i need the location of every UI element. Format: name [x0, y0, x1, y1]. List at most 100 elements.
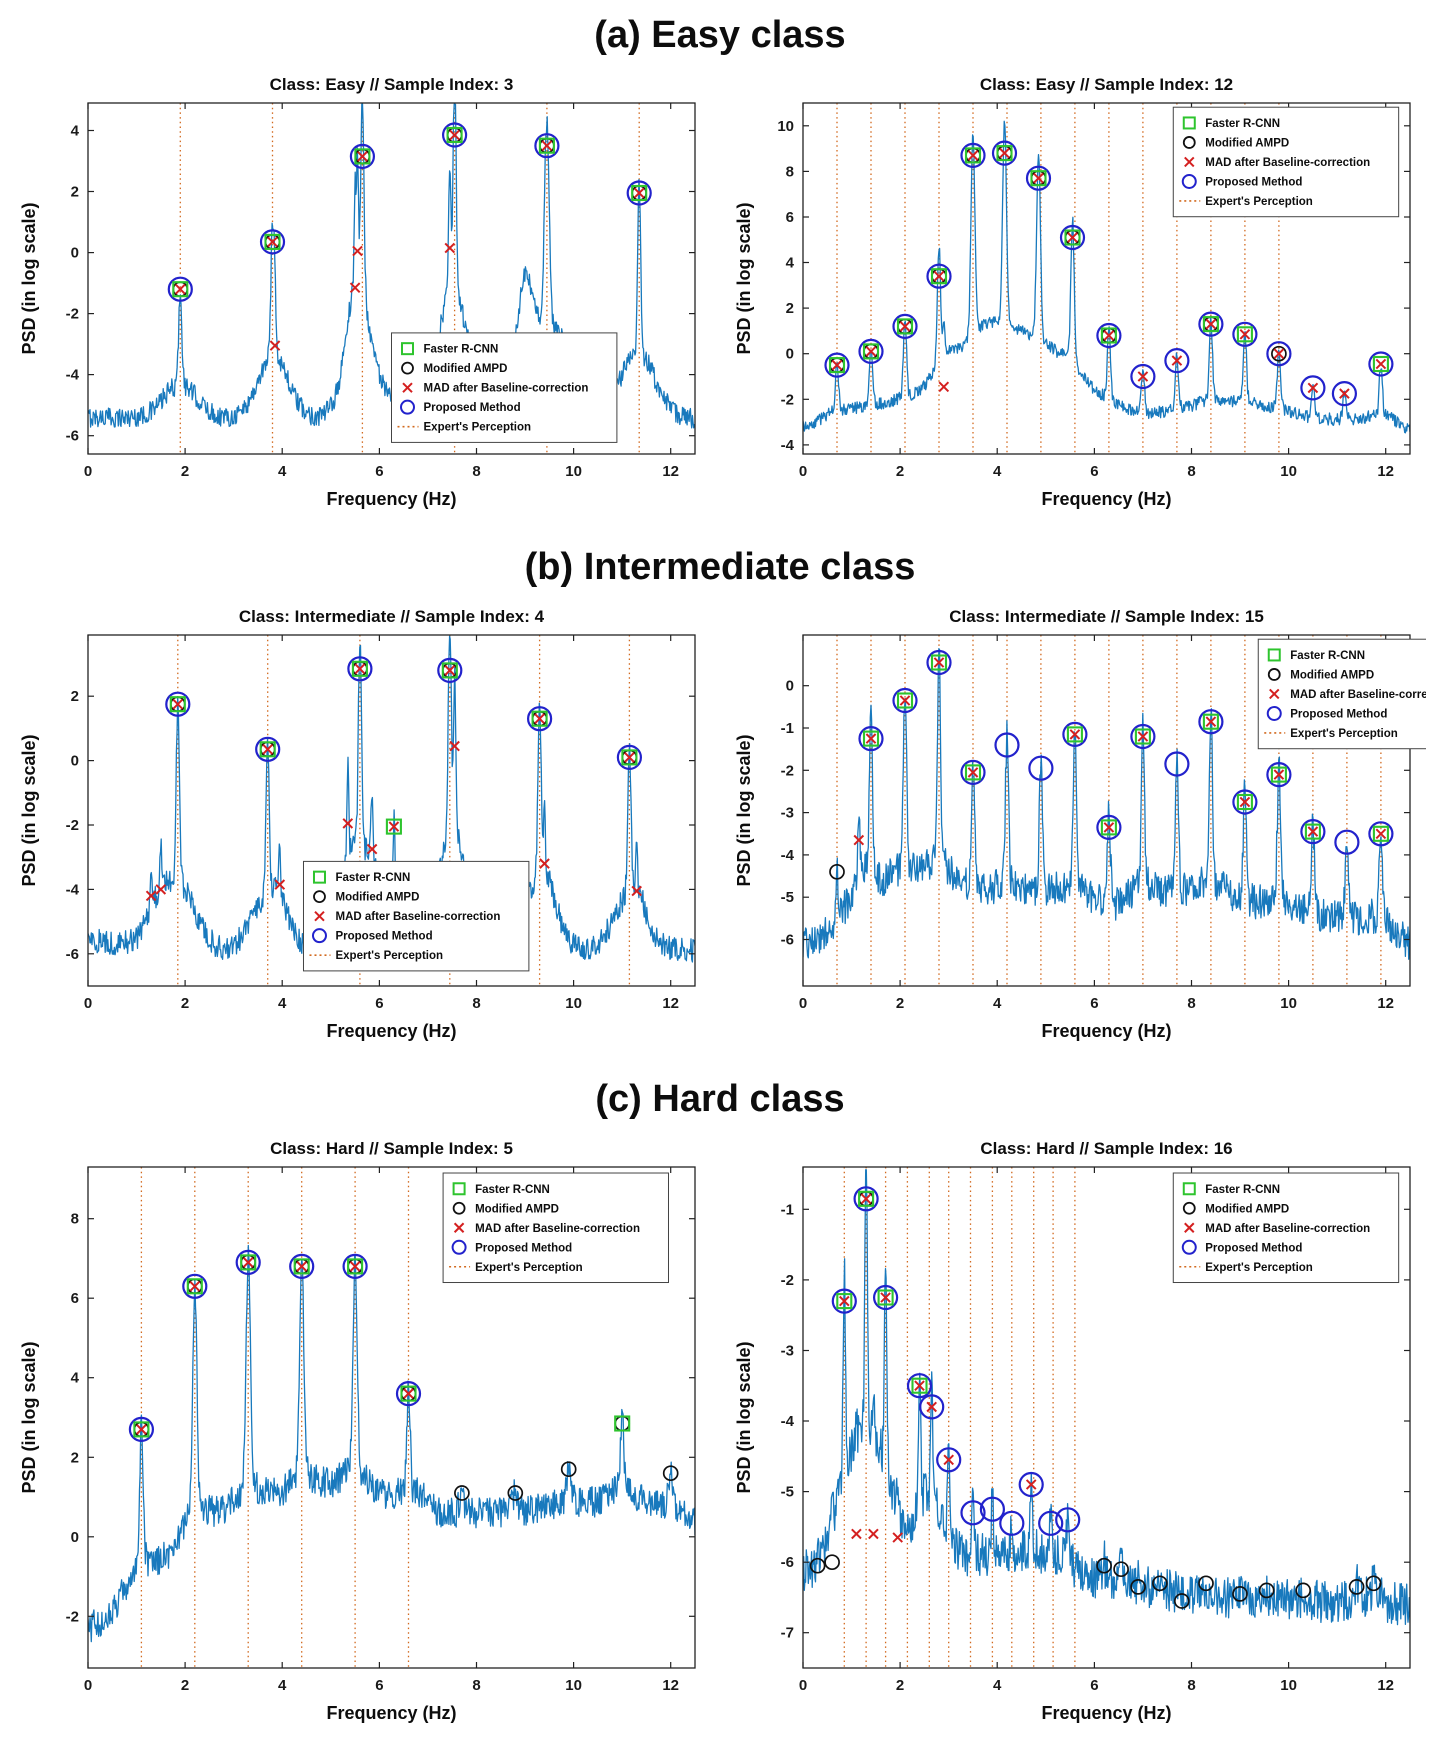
svg-text:4: 4	[278, 463, 287, 480]
svg-text:Expert's Perception: Expert's Perception	[1290, 728, 1398, 740]
svg-text:-4: -4	[781, 847, 795, 864]
svg-text:4: 4	[786, 255, 795, 272]
svg-text:Expert's Perception: Expert's Perception	[475, 1262, 583, 1274]
svg-text:PSD (in log scale): PSD (in log scale)	[19, 202, 39, 354]
svg-text:0: 0	[786, 678, 794, 695]
svg-text:-3: -3	[781, 1343, 794, 1360]
svg-text:Proposed Method: Proposed Method	[1205, 176, 1302, 188]
svg-text:6: 6	[375, 1677, 383, 1694]
svg-text:Proposed Method: Proposed Method	[424, 402, 521, 414]
svg-text:10: 10	[777, 118, 794, 135]
svg-text:4: 4	[71, 1370, 80, 1387]
svg-text:2: 2	[896, 995, 904, 1012]
svg-text:MAD after Baseline-correction: MAD after Baseline-correction	[1290, 689, 1426, 701]
svg-text:PSD (in log scale): PSD (in log scale)	[19, 1341, 39, 1493]
svg-text:12: 12	[662, 995, 679, 1012]
svg-text:10: 10	[565, 1677, 582, 1694]
svg-text:Modified AMPD: Modified AMPD	[335, 892, 419, 904]
svg-text:8: 8	[71, 1211, 79, 1228]
svg-text:4: 4	[278, 995, 287, 1012]
svg-text:Faster R-CNN: Faster R-CNN	[1205, 1184, 1280, 1196]
svg-text:Frequency (Hz): Frequency (Hz)	[1041, 1703, 1171, 1723]
svg-text:Class: Easy // Sample Index: 3: Class: Easy // Sample Index: 3	[270, 75, 514, 94]
svg-text:8: 8	[472, 463, 480, 480]
svg-text:MAD after Baseline-correction: MAD after Baseline-correction	[475, 1223, 640, 1235]
svg-text:Frequency (Hz): Frequency (Hz)	[326, 1703, 456, 1723]
svg-text:2: 2	[181, 463, 189, 480]
svg-text:-3: -3	[781, 805, 794, 822]
svg-text:-2: -2	[66, 1608, 79, 1625]
svg-text:Faster R-CNN: Faster R-CNN	[335, 872, 410, 884]
svg-text:0: 0	[71, 245, 79, 262]
svg-text:-6: -6	[781, 932, 794, 949]
section-hard-row: 0 2 4 6 8 10 12 -2 0 2 4 6 8 Class: Hard // Sample In…	[10, 1131, 1430, 1736]
svg-text:Class: Hard // Sample Index: 5: Class: Hard // Sample Index: 5	[270, 1139, 513, 1158]
svg-text:0: 0	[71, 753, 79, 770]
svg-text:10: 10	[1280, 995, 1297, 1012]
svg-text:PSD (in log scale): PSD (in log scale)	[734, 202, 754, 354]
svg-text:2: 2	[71, 688, 79, 705]
svg-text:6: 6	[375, 463, 383, 480]
svg-text:2: 2	[896, 463, 904, 480]
svg-text:12: 12	[662, 463, 679, 480]
svg-text:4: 4	[278, 1677, 287, 1694]
svg-text:-4: -4	[781, 1413, 795, 1430]
svg-text:4: 4	[993, 995, 1002, 1012]
svg-text:6: 6	[1090, 463, 1098, 480]
svg-text:Class: Intermediate // Sample: Class: Intermediate // Sample Index: 4	[239, 607, 545, 626]
svg-text:10: 10	[1280, 463, 1297, 480]
svg-text:10: 10	[1280, 1677, 1297, 1694]
section-easy-class: (a) Easy class 0 2 4 6 8 10 12 -6 -4 -2 0 2 4 Class: …	[10, 14, 1430, 522]
svg-text:12: 12	[662, 1677, 679, 1694]
chart-easy-sample-3: 0 2 4 6 8 10 12 -6 -4 -2 0 2 4 Class: Easy // Sample …	[14, 67, 711, 522]
svg-text:-6: -6	[66, 428, 79, 445]
section-intermediate-row: 0 2 4 6 8 10 12 -6 -4 -2 0 2 Class: Intermediate // …	[10, 599, 1430, 1054]
svg-text:-4: -4	[66, 881, 80, 898]
svg-text:Proposed Method: Proposed Method	[475, 1242, 572, 1254]
svg-text:Frequency (Hz): Frequency (Hz)	[326, 1021, 456, 1041]
svg-text:0: 0	[84, 1677, 92, 1694]
svg-text:0: 0	[71, 1529, 79, 1546]
svg-text:10: 10	[565, 995, 582, 1012]
svg-text:12: 12	[1377, 995, 1394, 1012]
svg-text:Frequency (Hz): Frequency (Hz)	[1041, 489, 1171, 509]
svg-text:0: 0	[799, 1677, 807, 1694]
svg-text:Faster R-CNN: Faster R-CNN	[1205, 118, 1280, 130]
svg-text:-2: -2	[781, 762, 794, 779]
svg-text:10: 10	[565, 463, 582, 480]
svg-text:PSD (in log scale): PSD (in log scale)	[19, 734, 39, 886]
svg-text:6: 6	[375, 995, 383, 1012]
svg-text:Class: Intermediate // Sample: Class: Intermediate // Sample Index: 15	[949, 607, 1264, 626]
section-intermediate-heading: (b) Intermediate class	[524, 546, 916, 588]
svg-text:6: 6	[1090, 995, 1098, 1012]
svg-text:Class: Easy // Sample Index: 1: Class: Easy // Sample Index: 12	[980, 75, 1233, 94]
svg-text:Class: Hard // Sample Index: 1: Class: Hard // Sample Index: 16	[980, 1139, 1232, 1158]
svg-text:Modified AMPD: Modified AMPD	[1205, 1203, 1289, 1215]
svg-text:Proposed Method: Proposed Method	[1290, 708, 1387, 720]
svg-text:Expert's Perception: Expert's Perception	[1205, 196, 1313, 208]
svg-text:-2: -2	[781, 391, 794, 408]
svg-text:MAD after Baseline-correction: MAD after Baseline-correction	[1205, 1223, 1370, 1235]
svg-text:2: 2	[71, 184, 79, 201]
svg-text:4: 4	[993, 1677, 1002, 1694]
svg-text:Modified AMPD: Modified AMPD	[1290, 669, 1374, 681]
section-intermediate-class: (b) Intermediate class 0 2 4 6 8 10 12 -6 -4 -2 0 2…	[10, 546, 1430, 1054]
chart-hard-sample-16: 0 2 4 6 8 10 12 -7 -6 -5 -4 -3 -2 -1 Class: Hard // Sa…	[729, 1131, 1426, 1736]
svg-text:4: 4	[71, 123, 80, 140]
svg-text:MAD after Baseline-correction: MAD after Baseline-correction	[424, 383, 589, 395]
section-easy-heading: (a) Easy class	[594, 14, 846, 56]
svg-text:2: 2	[181, 995, 189, 1012]
svg-text:-6: -6	[66, 946, 79, 963]
section-easy-row: 0 2 4 6 8 10 12 -6 -4 -2 0 2 4 Class: Easy // Sample …	[10, 67, 1430, 522]
svg-text:0: 0	[84, 995, 92, 1012]
svg-text:12: 12	[1377, 463, 1394, 480]
svg-text:MAD after Baseline-correction: MAD after Baseline-correction	[1205, 157, 1370, 169]
svg-text:Faster R-CNN: Faster R-CNN	[475, 1184, 550, 1196]
svg-text:-4: -4	[66, 367, 80, 384]
section-hard-class: (c) Hard class 0 2 4 6 8 10 12 -2 0 2 4 6 8 Class: Ha…	[10, 1078, 1430, 1736]
svg-text:Expert's Perception: Expert's Perception	[335, 950, 443, 962]
svg-text:8: 8	[1187, 995, 1195, 1012]
svg-text:0: 0	[84, 463, 92, 480]
svg-text:Modified AMPD: Modified AMPD	[475, 1203, 559, 1215]
svg-text:Frequency (Hz): Frequency (Hz)	[326, 489, 456, 509]
